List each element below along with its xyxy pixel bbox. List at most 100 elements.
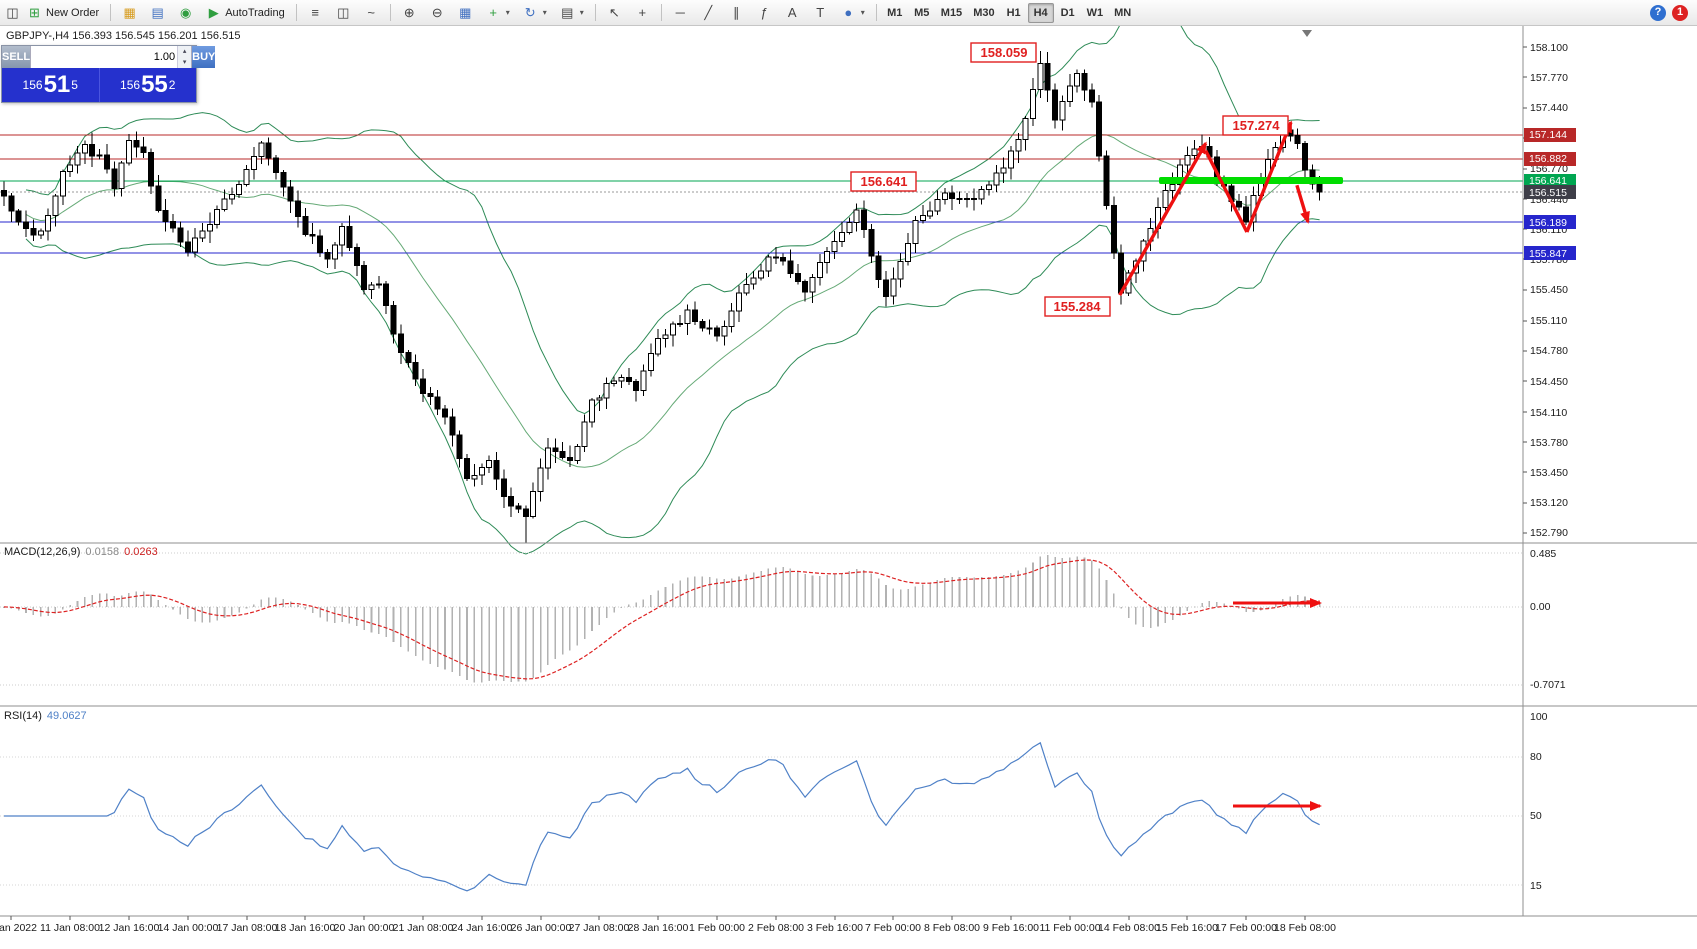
time-axis-label: 14 Feb 08:00 — [1098, 922, 1160, 934]
macd-axis-label: 0.00 — [1530, 601, 1551, 613]
chart-window-icon[interactable]: ◫ — [6, 5, 19, 20]
text-tool-icon: A — [787, 5, 797, 20]
toolbar-separator — [875, 4, 877, 21]
trendline-tool-button[interactable]: ╱ — [695, 2, 722, 23]
macd-histogram — [3, 554, 1321, 683]
price-axis-label: 155.110 — [1530, 315, 1567, 327]
time-axis-label: 18 Feb 08:00 — [1274, 922, 1336, 934]
volume-input[interactable] — [31, 46, 178, 68]
rsi-indicator-label: RSI(14) 49.0627 — [4, 710, 87, 722]
macd-value-1: 0.0158 — [85, 546, 120, 558]
period-cycle-button[interactable]: ↻ ▾ — [517, 2, 553, 23]
label-tool-button[interactable]: T — [807, 2, 834, 23]
horizontal-line-tool-button[interactable]: ─ — [667, 2, 694, 23]
fibonacci-icon: ƒ — [760, 5, 768, 20]
tile-windows-button[interactable]: ▦ — [452, 2, 479, 23]
sell-button[interactable]: SELL — [2, 46, 31, 68]
trend-arrows[interactable] — [1118, 120, 1310, 296]
timeframe-w1-button[interactable]: W1 — [1082, 3, 1109, 23]
data-window-button[interactable]: ▤ — [144, 2, 171, 23]
new-order-button[interactable]: ⊞ New Order — [21, 2, 105, 23]
candlestick-chart-button[interactable]: ◫ — [330, 2, 357, 23]
new-chart-caret-icon: ▾ — [505, 8, 510, 17]
horizontal-line-icon: ─ — [675, 5, 685, 20]
volume-down-button[interactable]: ▾ — [178, 57, 192, 68]
time-axis-label: 14 Jan 00:00 — [158, 922, 219, 934]
notification-badge[interactable]: 1 — [1672, 4, 1688, 21]
bar-chart-button[interactable]: ≡ — [302, 2, 329, 23]
sell-price-display[interactable]: 156 51 5 — [2, 68, 100, 102]
timeframe-h4-button[interactable]: H4 — [1027, 2, 1054, 23]
rsi-axis-label: 100 — [1530, 711, 1548, 723]
period-cycle-caret-icon: ▾ — [542, 8, 547, 17]
candles — [1, 51, 1323, 543]
price-axis-label: 157.770 — [1530, 72, 1568, 84]
tile-windows-icon: ▦ — [459, 5, 472, 20]
zoom-in-icon: ⊕ — [403, 5, 415, 20]
timeframe-d1-button[interactable]: D1 — [1055, 3, 1081, 23]
cursor-tool-button[interactable]: ↖ — [601, 2, 628, 23]
label-tool-icon: T — [816, 5, 825, 20]
annotation-box — [1044, 296, 1111, 317]
support-zone-bar[interactable] — [1159, 177, 1343, 184]
candlestick-chart-icon: ◫ — [337, 5, 350, 20]
timeframe-h1-button[interactable]: H1 — [1001, 3, 1027, 23]
chart-canvas[interactable]: 158.059 157.274 156.641 155.284 158.100 157.7… — [0, 26, 1697, 949]
timeframe-m5-button[interactable]: M5 — [909, 3, 935, 23]
fibonacci-tool-button[interactable]: ƒ — [751, 2, 778, 23]
level-price-tag — [1524, 152, 1576, 166]
volume-up-button[interactable]: ▴ — [178, 46, 192, 57]
zoom-out-button[interactable]: ⊖ — [424, 2, 451, 23]
time-axis-label: 15 Feb 16:00 — [1156, 922, 1218, 934]
zoom-in-button[interactable]: ⊕ — [396, 2, 423, 23]
buy-price-big: 55 — [141, 71, 168, 98]
text-tool-button[interactable]: A — [779, 2, 806, 23]
time-axis-label: 3 Feb 16:00 — [807, 922, 863, 934]
level-price-tag-text: 156.189 — [1529, 217, 1567, 229]
price-annotations[interactable]: 158.059 157.274 156.641 155.284 — [850, 42, 1289, 317]
time-axis-label: 8 Feb 08:00 — [924, 922, 980, 934]
chart-area[interactable]: 158.059 157.274 156.641 155.284 158.100 157.7… — [0, 26, 1697, 949]
trend-arrow — [1295, 184, 1310, 224]
shapes-tool-button[interactable]: ● ▾ — [835, 2, 871, 23]
timeframe-mn-button[interactable]: MN — [1109, 3, 1136, 23]
new-chart-button[interactable]: + ▾ — [480, 2, 516, 23]
rsi-name: RSI(14) — [4, 710, 42, 722]
market-watch-icon: ▦ — [123, 5, 136, 20]
toolbar-separator — [660, 4, 662, 21]
level-price-tag — [1524, 215, 1576, 229]
new-order-label: New Order — [46, 6, 100, 19]
buy-button[interactable]: BUY — [192, 46, 216, 68]
price-axis-label: 158.100 — [1530, 42, 1568, 54]
navigator-icon: ◉ — [180, 5, 192, 20]
buy-price-small: 156 — [120, 78, 141, 92]
timeframe-m15-button[interactable]: M15 — [936, 3, 967, 23]
level-price-tag-text: 155.847 — [1529, 248, 1567, 260]
timeframe-m1-button[interactable]: M1 — [882, 3, 908, 23]
price-axis-label: 154.110 — [1530, 407, 1567, 419]
channel-tool-button[interactable]: ∥ — [723, 2, 750, 23]
annotation-text: 157.274 — [1233, 118, 1281, 133]
line-chart-button[interactable]: ~ — [358, 2, 385, 23]
navigator-button[interactable]: ◉ — [172, 2, 199, 23]
time-axis-label: 7 Jan 2022 — [0, 922, 37, 934]
level-price-tag — [1524, 174, 1576, 188]
templates-button[interactable]: ▤ ▾ — [554, 2, 590, 23]
rsi-axis-label: 15 — [1530, 880, 1542, 892]
market-watch-button[interactable]: ▦ — [116, 2, 143, 23]
timeframe-m30-button[interactable]: M30 — [968, 3, 999, 23]
trendline-icon: ╱ — [704, 5, 713, 20]
price-axis[interactable]: 158.100157.770157.440157.110156.770156.4… — [1523, 42, 1576, 892]
chart-shift-marker[interactable] — [1302, 30, 1312, 37]
crosshair-tool-button[interactable]: + — [629, 2, 656, 23]
annotation-box — [970, 42, 1037, 63]
time-axis-label: 2 Feb 08:00 — [748, 922, 804, 934]
time-axis-label: 27 Jan 08:00 — [569, 922, 630, 934]
sell-price-big: 51 — [43, 71, 71, 98]
rsi-axis-label: 80 — [1530, 751, 1542, 763]
price-axis-label: 157.440 — [1530, 102, 1568, 114]
autotrading-button[interactable]: ▶ AutoTrading — [200, 2, 291, 23]
buy-price-display[interactable]: 156 55 2 — [100, 68, 197, 102]
help-button[interactable]: ? — [1650, 4, 1666, 21]
